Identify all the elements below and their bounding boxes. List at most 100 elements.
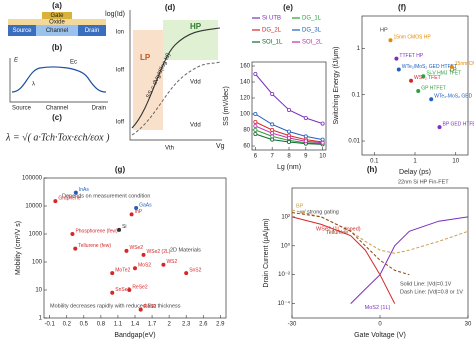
- e-text: E: [14, 58, 19, 64]
- point: [421, 74, 426, 79]
- panel-label: (d): [165, 3, 176, 12]
- series-label: Tellurene: [326, 230, 348, 236]
- drain-shape: [78, 25, 106, 36]
- x-tick-label: 10: [452, 159, 459, 165]
- hp-region: [163, 20, 218, 60]
- annotation: LP: [450, 67, 457, 73]
- annotation: w/ strong gating: [299, 209, 339, 215]
- x-axis-title: Lg (nm): [277, 164, 301, 171]
- ion-text: Ion: [116, 30, 124, 36]
- point-label: WSe₂ TFET: [414, 75, 441, 81]
- x-tick-label: 1: [413, 159, 417, 165]
- annotation: 22nm Si HP Fin-FET: [398, 179, 449, 185]
- marker: [303, 116, 308, 121]
- x-tick-label: 2.9: [216, 322, 225, 328]
- point-label: ReS2: [144, 304, 157, 310]
- x-tick-label: 1.7: [148, 322, 157, 328]
- marker: [303, 139, 308, 144]
- x-axis-title: Vg: [216, 143, 225, 150]
- y-tick-label: 1000: [29, 232, 43, 238]
- panel-label: (g): [115, 165, 126, 174]
- point: [73, 190, 78, 195]
- source-shape: [8, 25, 36, 36]
- point-label: WSe2 (2L): [147, 249, 171, 255]
- y-tick-label: 160: [240, 64, 251, 70]
- x-tick-label: 0: [378, 322, 382, 328]
- point: [117, 227, 122, 232]
- y-tick-label: 10000: [25, 204, 42, 210]
- ioff-text: Ioff: [116, 68, 125, 74]
- panel-label: (h): [367, 165, 378, 174]
- x-tick-label: 0.2: [63, 322, 72, 328]
- lp-text: LP: [140, 53, 151, 62]
- series-label: BP: [296, 203, 304, 209]
- gate-text: Gate: [50, 13, 64, 19]
- y-axis-title: Switching Energy (fJ/μm): [333, 47, 340, 125]
- x-tick-label: 6: [254, 154, 258, 160]
- panel-label: (c): [52, 113, 62, 122]
- marker: [320, 137, 325, 142]
- point-label: Si-V HMJ TFET: [426, 71, 461, 77]
- point-label: Phosphorene (few): [75, 228, 118, 234]
- x-tick-label: 8: [287, 154, 291, 160]
- lambda-text: λ: [32, 82, 35, 88]
- y-tick-label: 10²: [281, 214, 290, 220]
- point: [110, 290, 115, 295]
- legend-label: DG_3L: [302, 28, 322, 34]
- point-label: BP GED HTFET: [443, 121, 474, 127]
- drain-text: Drain: [85, 28, 99, 34]
- y-tick-label: 100: [32, 260, 43, 266]
- marker: [253, 112, 258, 117]
- annotation: Solid Line: |Vd|=0.1V: [400, 281, 452, 287]
- x-tick-label: 9: [304, 154, 308, 160]
- x-tick-label: 2.6: [199, 322, 208, 328]
- series-label: WSe2 (1L, doped): [316, 226, 361, 232]
- marker: [303, 134, 308, 139]
- point: [396, 67, 401, 72]
- y-tick-label: 80: [243, 128, 250, 134]
- annotation: Mobility decreases rapidly with reduced …: [50, 303, 181, 309]
- y-axis-title: Drain Current (μA/μm): [263, 218, 270, 287]
- series-line: [255, 73, 323, 125]
- annotation: Depends on measurement condition: [62, 193, 150, 199]
- legend-label: DG_2L: [262, 28, 282, 34]
- point-label: InAs: [79, 187, 90, 193]
- source-text: Source: [12, 28, 32, 34]
- point-label: WS2: [166, 259, 177, 265]
- point-label: WTe₂/MoS₂ GED HTFET: [402, 64, 457, 70]
- oxide-text: Oxide: [49, 20, 65, 26]
- marker: [286, 135, 291, 140]
- annotation: Dash Line: |Vd|=0.8 or 1V: [400, 289, 463, 295]
- point-label: TTFET HP: [399, 53, 423, 59]
- annotation: HP: [380, 27, 388, 33]
- marker: [253, 72, 258, 77]
- channel-shape: [36, 25, 78, 36]
- x-tick-label: 1.1: [114, 322, 123, 328]
- point-label: Tellurene (few): [78, 243, 111, 249]
- point: [161, 262, 166, 267]
- x-tick-label: -30: [288, 322, 297, 328]
- legend-label: SOI_1L: [262, 40, 283, 46]
- band-curve: [11, 66, 107, 93]
- y-tick-label: 10⁰: [281, 242, 291, 249]
- marker: [270, 131, 275, 136]
- point: [416, 89, 421, 94]
- point-label: GP HTFET: [421, 85, 446, 91]
- formula: λ = √( a·Tch·Tox·εch/εox ): [5, 132, 110, 143]
- point-label: 15nm CMOS LP: [455, 61, 474, 67]
- marker: [270, 92, 275, 97]
- y-tick-label: 10⁻⁴: [278, 300, 291, 307]
- panel-label: (e): [283, 3, 293, 12]
- legend-label: Si UTB: [262, 16, 281, 22]
- y-tick-label: 120: [240, 96, 251, 102]
- annotation: 2D Materials: [170, 247, 201, 253]
- point: [184, 271, 189, 276]
- marker: [270, 137, 275, 142]
- x-tick-label: 10: [319, 154, 326, 160]
- x-tick-label: 0.5: [80, 322, 89, 328]
- y-tick-label: 0.1: [352, 92, 361, 98]
- vdd-text: Vdd: [190, 80, 201, 86]
- y-tick-label: 100: [240, 112, 251, 118]
- y-tick-label: 1: [39, 316, 43, 322]
- marker: [253, 131, 258, 136]
